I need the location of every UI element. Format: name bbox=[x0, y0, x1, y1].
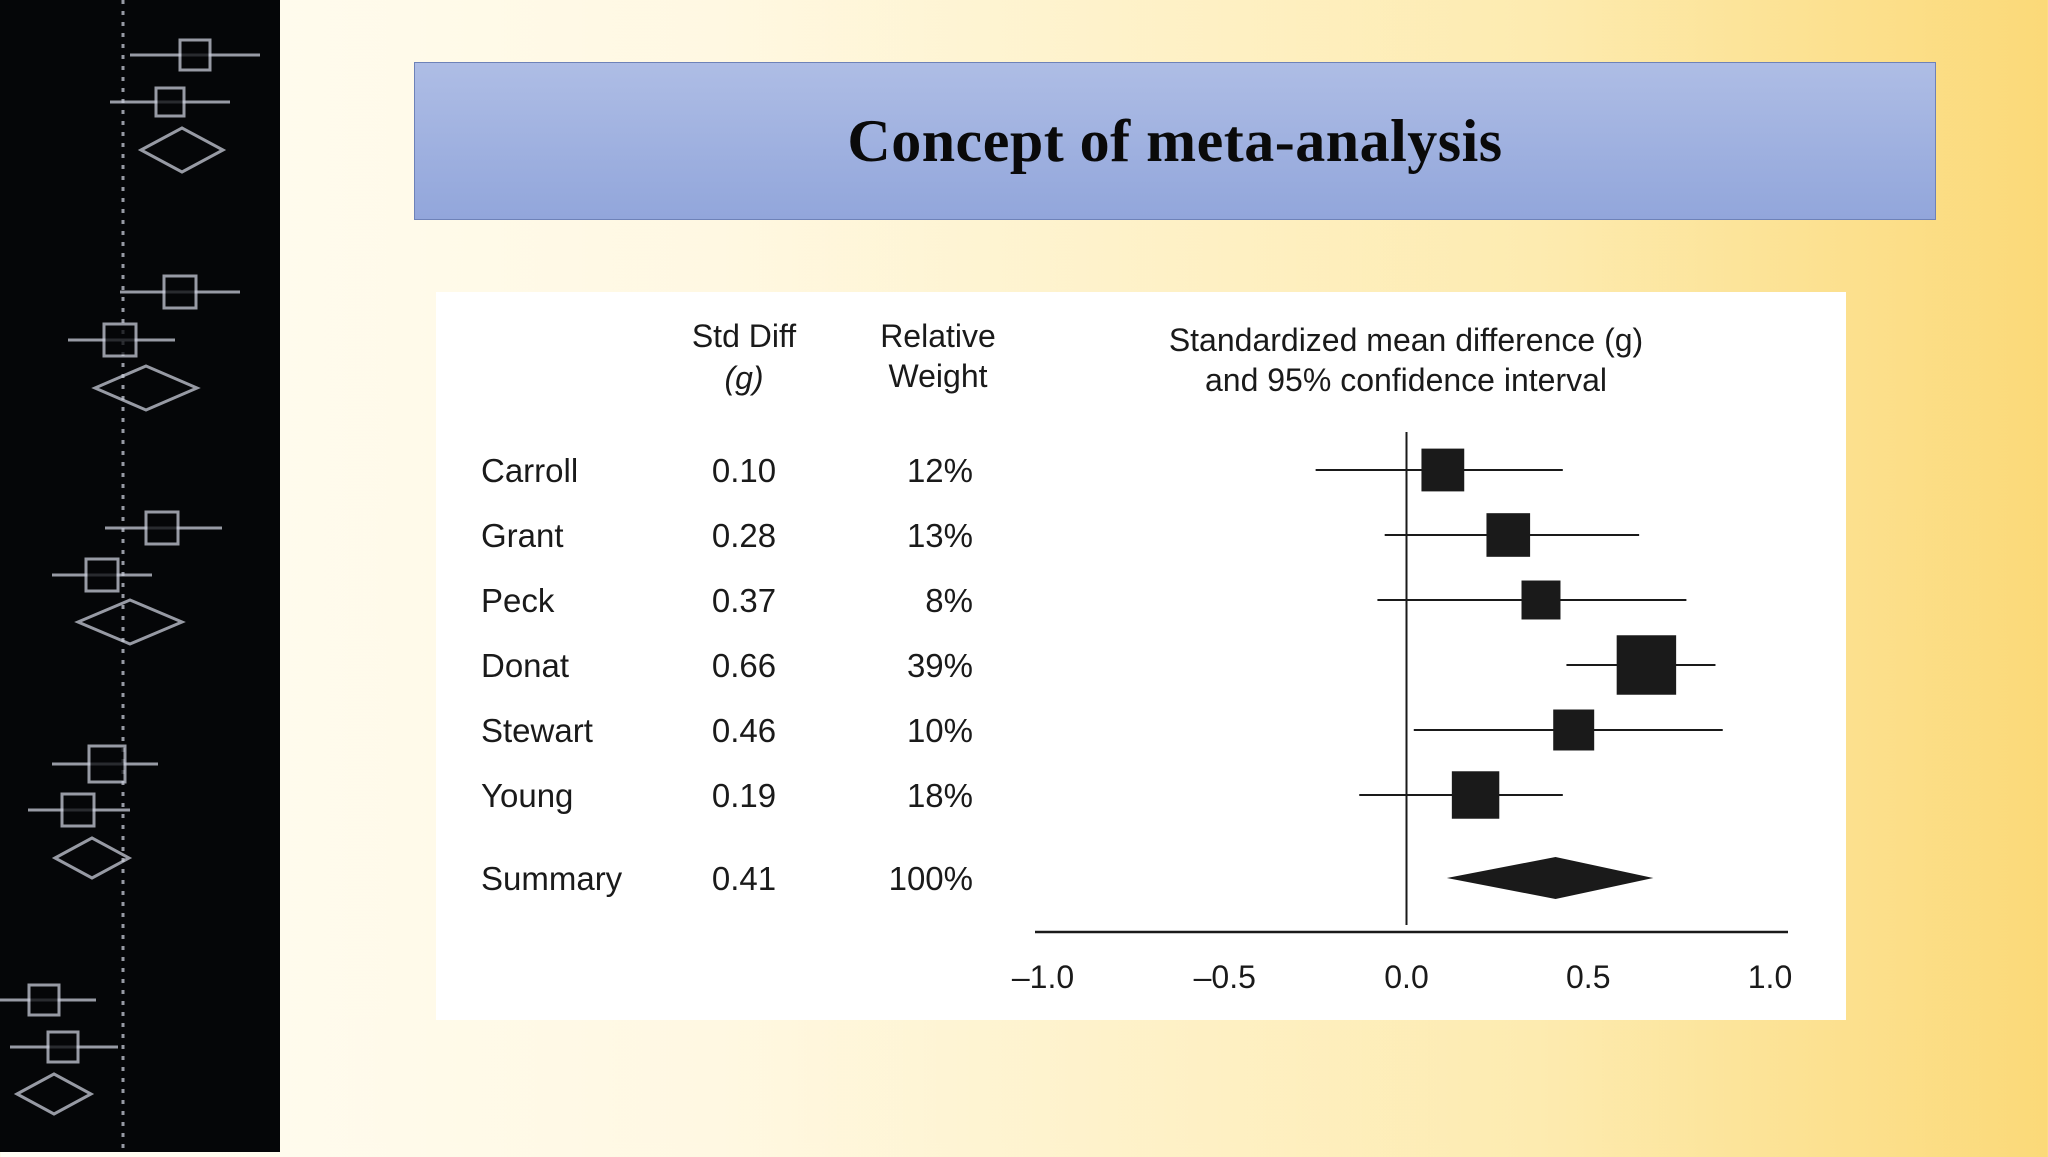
effect-size-square bbox=[1421, 448, 1465, 492]
study-name: Grant bbox=[481, 517, 564, 554]
decorative-diamond bbox=[13, 1072, 95, 1116]
effect-size-square bbox=[1521, 580, 1561, 620]
effect-size-value: 0.66 bbox=[712, 647, 776, 684]
decorative-diamond bbox=[91, 364, 201, 412]
decorative-diamond bbox=[51, 836, 133, 880]
effect-size-square bbox=[1451, 771, 1500, 819]
header-effect-line2: (g) bbox=[724, 360, 763, 396]
header-weight-line2: Weight bbox=[888, 358, 987, 394]
relative-weight-value: 12% bbox=[907, 452, 973, 489]
relative-weight-value: 18% bbox=[907, 777, 973, 814]
relative-weight-value: 10% bbox=[907, 712, 973, 749]
decorative-square bbox=[60, 792, 96, 828]
relative-weight-value: 39% bbox=[907, 647, 973, 684]
decorative-square bbox=[178, 38, 212, 72]
x-tick-label: –1.0 bbox=[1012, 959, 1074, 995]
header-weight-line1: Relative bbox=[880, 318, 996, 354]
x-tick-label: 0.0 bbox=[1384, 959, 1428, 995]
x-tick-label: 1.0 bbox=[1748, 959, 1792, 995]
relative-weight-value: 13% bbox=[907, 517, 973, 554]
decorative-square bbox=[46, 1030, 80, 1064]
forest-plot: Std Diff (g) Relative Weight Standardize… bbox=[481, 318, 1792, 995]
decorative-square bbox=[87, 744, 127, 784]
relative-weight-value: 8% bbox=[925, 582, 973, 619]
header-plot-line1: Standardized mean difference (g) bbox=[1169, 322, 1643, 358]
study-name: Stewart bbox=[481, 712, 593, 749]
decorative-square bbox=[144, 510, 180, 546]
title-banner: Concept of meta-analysis bbox=[414, 62, 1936, 220]
x-tick-label: –0.5 bbox=[1194, 959, 1256, 995]
decorative-square bbox=[102, 322, 138, 358]
header-plot-line2: and 95% confidence interval bbox=[1205, 362, 1607, 398]
decorative-diamond bbox=[74, 598, 186, 646]
x-tick-label: 0.5 bbox=[1566, 959, 1610, 995]
decorative-side-strip bbox=[0, 0, 280, 1152]
effect-size-value: 0.46 bbox=[712, 712, 776, 749]
decorative-square bbox=[27, 983, 61, 1017]
effect-size-value: 0.41 bbox=[712, 860, 776, 897]
decorative-square bbox=[154, 86, 186, 118]
forest-plot-panel: Std Diff (g) Relative Weight Standardize… bbox=[436, 292, 1846, 1020]
effect-size-square bbox=[1486, 513, 1531, 557]
effect-size-value: 0.10 bbox=[712, 452, 776, 489]
study-name: Peck bbox=[481, 582, 555, 619]
study-name: Carroll bbox=[481, 452, 578, 489]
effect-size-value: 0.28 bbox=[712, 517, 776, 554]
slide-title: Concept of meta-analysis bbox=[847, 107, 1503, 174]
study-name: Summary bbox=[481, 860, 623, 897]
header-effect-line1: Std Diff bbox=[692, 318, 796, 354]
summary-diamond bbox=[1446, 857, 1654, 899]
relative-weight-value: 100% bbox=[889, 860, 973, 897]
forest-plot-pattern-decoration bbox=[0, 0, 260, 1152]
effect-size-square bbox=[1553, 709, 1595, 751]
effect-size-value: 0.37 bbox=[712, 582, 776, 619]
study-name: Young bbox=[481, 777, 573, 814]
effect-size-value: 0.19 bbox=[712, 777, 776, 814]
effect-size-square bbox=[1616, 635, 1677, 695]
decorative-square bbox=[84, 557, 120, 593]
decorative-diamond bbox=[137, 126, 227, 174]
study-name: Donat bbox=[481, 647, 569, 684]
decorative-square bbox=[162, 274, 198, 310]
